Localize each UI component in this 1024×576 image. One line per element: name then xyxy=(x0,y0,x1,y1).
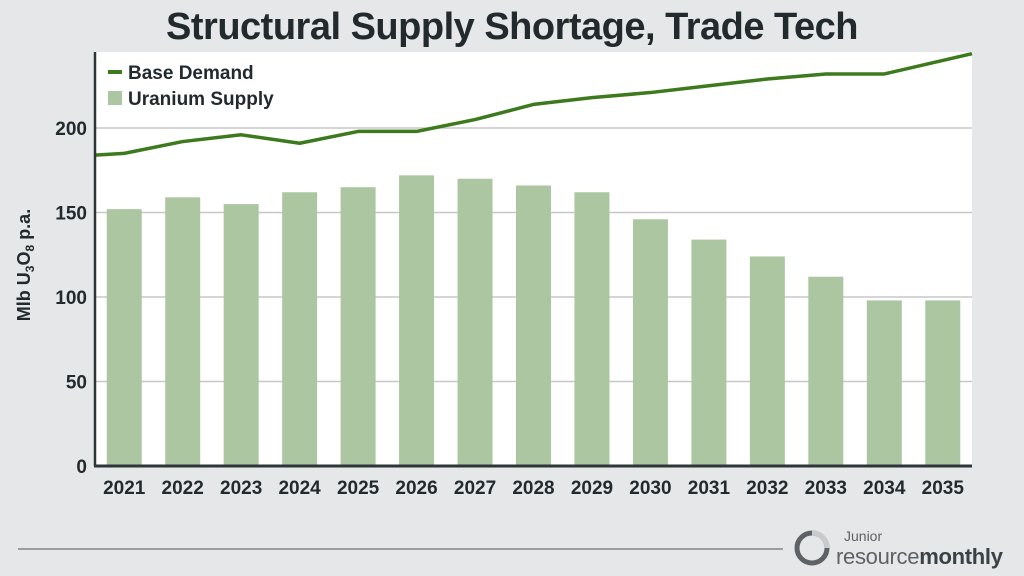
supply-bar xyxy=(457,178,493,467)
supply-bar xyxy=(223,204,259,466)
x-tick-label: 2021 xyxy=(103,478,146,499)
logo-big-text: resourcemonthly xyxy=(836,544,1003,570)
supply-bar xyxy=(516,185,551,466)
supply-bar xyxy=(691,239,727,466)
x-tick-label: 2022 xyxy=(162,478,204,499)
supply-bar xyxy=(808,276,844,466)
x-tick-label: 2023 xyxy=(220,478,262,499)
line-series xyxy=(94,51,973,157)
axes: 2021 2022 2023 2024 2025 2026 2027 2028 2029 2030… xyxy=(93,52,972,499)
legend: Base Demand Uranium Supply xyxy=(108,63,274,110)
logo-small-text: Junior xyxy=(844,528,883,544)
supply-bar xyxy=(866,300,902,466)
x-tick-label: 2028 xyxy=(512,478,554,499)
supply-bar xyxy=(749,256,785,466)
supply-bar xyxy=(925,300,961,466)
x-tick-label: 2024 xyxy=(278,478,321,499)
x-tick-label: 2031 xyxy=(688,478,731,499)
x-tick-label: 2027 xyxy=(454,478,496,499)
chart-title: Structural Supply Shortage, Trade Tech xyxy=(166,6,858,48)
legend-label-demand: Base Demand xyxy=(128,63,254,84)
supply-bar xyxy=(399,175,435,466)
x-tick-label: 2029 xyxy=(571,478,613,499)
y-tick-label: 150 xyxy=(55,204,87,225)
y-axis-label: Mlb U3O8 p.a. xyxy=(14,209,37,321)
supply-bar xyxy=(340,187,376,467)
legend-label-supply: Uranium Supply xyxy=(128,89,274,110)
x-tick-label: 2025 xyxy=(337,478,380,499)
x-tick-label: 2034 xyxy=(863,478,906,499)
junior-resource-monthly-logo: Junior resourcemonthly xyxy=(794,526,1014,570)
x-tick-label: 2032 xyxy=(746,478,788,499)
supply-bar xyxy=(106,209,142,467)
x-tick-label: 2033 xyxy=(805,478,847,499)
x-tick-label: 2035 xyxy=(922,478,965,499)
logo-prefix: resource xyxy=(836,544,920,569)
logo-suffix: monthly xyxy=(919,544,1003,569)
y-tick-label: 200 xyxy=(55,119,87,140)
logo-mark-icon xyxy=(794,530,830,566)
supply-bar xyxy=(574,192,610,467)
x-tick-label: 2030 xyxy=(629,478,671,499)
supply-bar xyxy=(165,197,201,466)
y-tick-label: 100 xyxy=(55,288,87,309)
y-tick-label: 50 xyxy=(66,373,87,394)
bar-series xyxy=(106,175,961,467)
demand-line xyxy=(94,51,973,157)
supply-bar xyxy=(632,219,668,466)
supply-bar xyxy=(282,192,318,467)
footer-divider xyxy=(18,548,783,550)
y-tick-label: 0 xyxy=(76,457,87,478)
x-tick-label: 2026 xyxy=(395,478,437,499)
legend-bar-swatch xyxy=(108,91,122,105)
